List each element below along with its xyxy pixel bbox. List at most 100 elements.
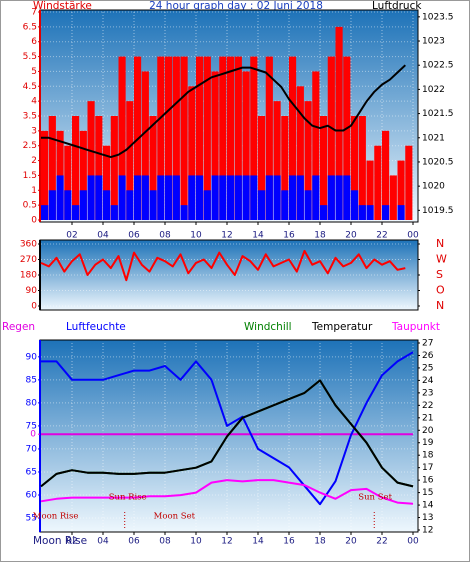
y2-tick-label: 26 <box>422 351 434 361</box>
x-tick-label: 22 <box>376 231 387 241</box>
x-tick-label: 10 <box>190 537 202 547</box>
y2-tick-label: 1022.5 <box>422 61 454 71</box>
y-tick-label: 6 <box>31 37 37 47</box>
bar <box>389 175 397 220</box>
bar <box>351 116 359 220</box>
y2-tick-label: 1023.5 <box>422 12 454 22</box>
y-tick-label: 4 <box>31 97 37 107</box>
bar <box>72 116 80 220</box>
y-tick-label: 2 <box>31 156 37 166</box>
bar <box>165 175 173 220</box>
y2-tick-label: 16 <box>422 476 434 486</box>
line <box>40 379 414 488</box>
y-tick-label: 5.5 <box>23 52 37 62</box>
bar <box>211 175 219 220</box>
bar <box>351 190 359 220</box>
y-tick-label: 0.5 <box>23 201 37 211</box>
bar <box>358 116 366 220</box>
bar <box>103 190 111 220</box>
bar <box>95 116 103 220</box>
bar <box>304 101 312 220</box>
x-tick-label: 12 <box>221 231 232 241</box>
bar <box>327 175 335 220</box>
bar <box>126 101 134 220</box>
y2-tick-label: 17 <box>422 463 433 473</box>
bar <box>258 190 266 220</box>
bar <box>382 130 390 220</box>
annotation: Sun Rise <box>109 493 147 503</box>
bar <box>103 145 111 220</box>
bar <box>312 175 320 220</box>
footnote: Moon Rise <box>33 535 87 547</box>
y-tick-label: 65 <box>26 467 37 477</box>
chart-title: 24 hour graph day : 02 Juni 2018 <box>149 0 323 12</box>
bar <box>48 190 56 220</box>
annotation: Moon Rise <box>33 512 79 522</box>
x-tick-label: 00 <box>407 537 419 547</box>
y2-tick-label: 15 <box>422 488 433 498</box>
bar <box>141 71 149 220</box>
bar <box>219 175 227 220</box>
y2-tick-label: 27 <box>422 339 433 349</box>
bar <box>335 175 343 220</box>
bar <box>343 56 351 221</box>
bar <box>281 116 289 220</box>
y-tick-label: 6.5 <box>23 22 37 32</box>
bar <box>227 175 235 220</box>
bar <box>79 190 87 220</box>
legend-label: Windchill <box>244 321 292 333</box>
y2-tick-label: O <box>436 284 445 297</box>
bar <box>405 145 413 220</box>
y2-tick-label: N <box>436 237 444 250</box>
x-tick-label: 14 <box>252 231 264 241</box>
bar <box>250 56 258 221</box>
y-tick-label: 360 <box>20 240 37 250</box>
x-tick-label: 18 <box>314 537 326 547</box>
x-tick-label: 08 <box>159 231 171 241</box>
y-tick-label: 75 <box>26 421 37 431</box>
bar <box>397 205 405 220</box>
y-tick-label: 60 <box>26 490 38 500</box>
y2-tick-label: 22 <box>422 401 433 411</box>
bar <box>180 205 188 220</box>
x-tick-label: 20 <box>345 231 357 241</box>
bar <box>219 56 227 221</box>
y2-tick-label: 1019.5 <box>422 206 454 216</box>
line <box>40 479 414 505</box>
y2-tick-label: 1021 <box>422 133 445 143</box>
annotation: Sun Set <box>358 493 392 503</box>
x-tick-label: 02 <box>66 231 77 241</box>
y-axis-title: Windstärke <box>33 0 92 12</box>
bar <box>358 205 366 220</box>
y2-tick-label: 1022 <box>422 85 445 95</box>
bar <box>374 145 382 220</box>
bar <box>234 56 242 221</box>
bar <box>265 175 273 220</box>
bar <box>56 175 64 220</box>
bar <box>343 175 351 220</box>
bar <box>289 175 297 220</box>
bar <box>250 175 258 220</box>
bar <box>157 56 165 221</box>
x-tick-label: 20 <box>345 537 357 547</box>
bar <box>48 116 56 220</box>
y2-tick-label: 21 <box>422 413 433 423</box>
y-tick-label: 1 <box>31 186 37 196</box>
y-tick-label: 70 <box>26 444 38 454</box>
y-tick-label: 0 <box>31 302 37 312</box>
y2-tick-label: 24 <box>422 376 434 386</box>
y2-tick-label: 12 <box>422 526 433 536</box>
bar <box>273 101 281 220</box>
bar <box>366 160 374 220</box>
y-tick-label: 1.5 <box>23 171 37 181</box>
x-tick-label: 06 <box>128 231 140 241</box>
bar <box>110 116 118 220</box>
y2-tick-label: 1020 <box>422 182 445 192</box>
bar <box>265 56 273 221</box>
y2-tick-label: 1021.5 <box>422 109 454 119</box>
bar <box>281 190 289 220</box>
y-tick-label: 180 <box>20 271 37 281</box>
x-tick-label: 04 <box>97 231 109 241</box>
y-tick-label: 5 <box>31 67 37 77</box>
